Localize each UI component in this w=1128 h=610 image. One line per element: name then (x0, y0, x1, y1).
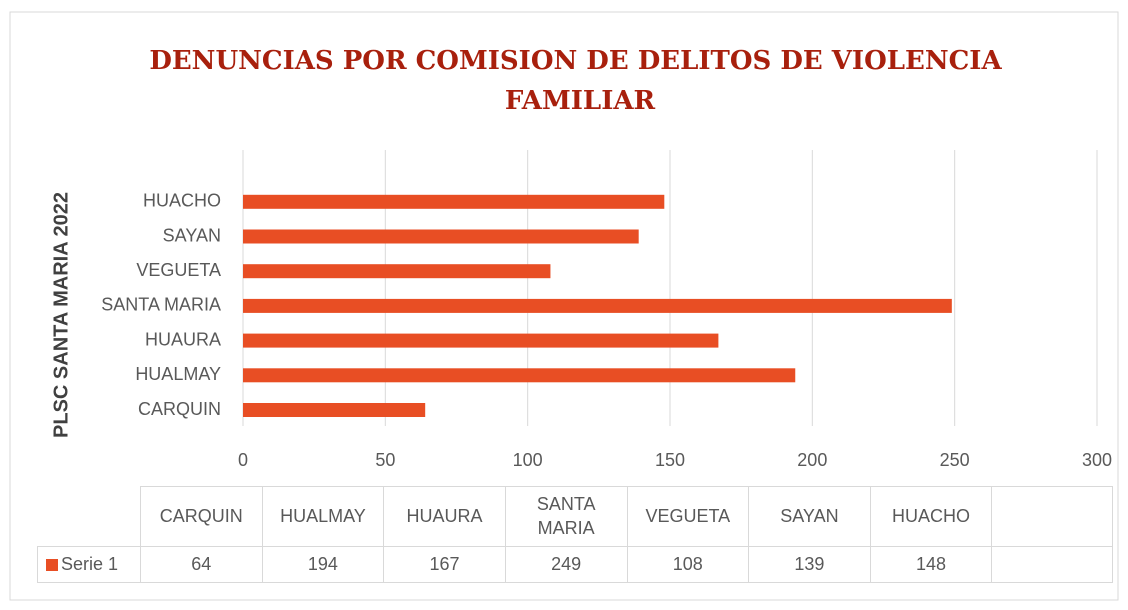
x-tick-label: 0 (238, 450, 248, 470)
table-value: 249 (504, 546, 627, 583)
y-axis-label: PLSC SANTA MARIA 2022 (50, 192, 72, 438)
chart-title: DENUNCIAS POR COMISION DE DELITOS DE VIO… (149, 46, 1010, 116)
bar (243, 368, 796, 383)
legend-cell: Serie 1 (37, 546, 140, 583)
table-header: HUAURA (383, 486, 505, 546)
bar (243, 298, 952, 313)
y-tick-label: HUALMAY (135, 364, 221, 384)
table-value: 139 (748, 546, 870, 583)
bar (243, 229, 639, 244)
y-tick-label: HUAURA (145, 329, 221, 349)
table-value: 108 (626, 546, 749, 583)
table-value: 64 (140, 546, 262, 583)
table-value: 148 (869, 546, 992, 583)
table-header: HUALMAY (261, 486, 384, 546)
legend-label: Serie 1 (61, 553, 119, 574)
bar (243, 333, 719, 348)
table-header (991, 486, 1113, 546)
y-tick-label: SANTA MARIA (101, 295, 221, 315)
x-tick-label: 250 (940, 450, 970, 470)
table-header: VEGUETA (626, 486, 749, 546)
y-tick-label: HUACHO (143, 191, 221, 211)
legend-swatch (46, 558, 58, 571)
bar (243, 194, 665, 209)
x-tick-label: 200 (797, 450, 827, 470)
x-tick-label: 100 (513, 450, 543, 470)
x-tick-label: 300 (1082, 450, 1112, 470)
y-tick-label: VEGUETA (136, 260, 221, 280)
table-header: CARQUIN (140, 486, 262, 546)
bar (243, 403, 426, 417)
table-value (991, 546, 1113, 583)
table-header: HUACHO (869, 486, 992, 546)
table-header: SAYAN (748, 486, 870, 546)
table-value: 167 (383, 546, 505, 583)
x-tick-label: 150 (655, 450, 685, 470)
bar (243, 264, 551, 279)
x-tick-label: 50 (375, 450, 395, 470)
y-tick-label: SAYAN (163, 225, 221, 245)
y-tick-label: CARQUIN (138, 399, 221, 419)
chart-border (9, 11, 1119, 601)
table-value: 194 (261, 546, 384, 583)
table-header: SANTA MARIA (504, 486, 627, 546)
